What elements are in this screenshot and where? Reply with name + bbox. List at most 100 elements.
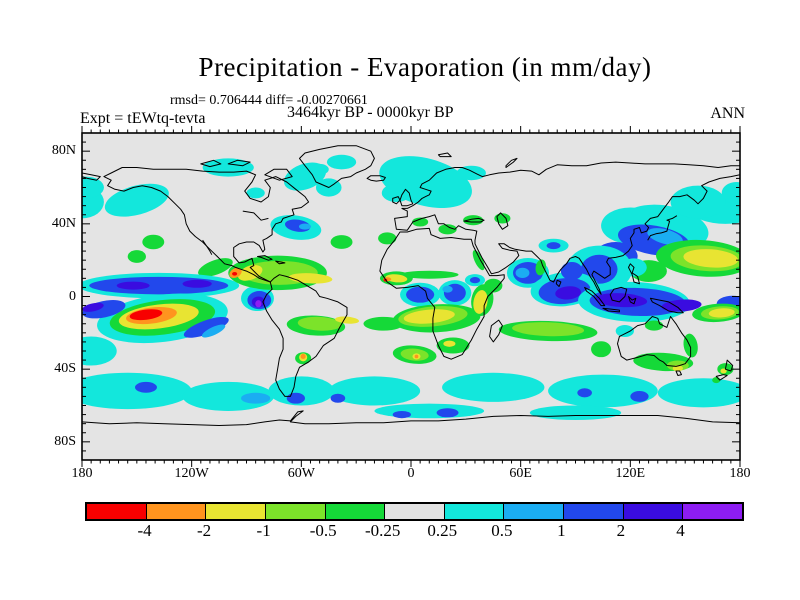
coastline-north-america <box>103 167 310 283</box>
colorbar <box>85 502 744 521</box>
coastline-java <box>602 307 620 313</box>
coastline-svalbard <box>437 152 452 158</box>
anomaly-blob-cyan <box>670 185 726 219</box>
coastline-arctic-island-2 <box>200 159 222 168</box>
anomaly-blob-yellow <box>443 340 456 347</box>
coastline-greenland <box>299 145 375 188</box>
colorbar-segment-5 <box>384 504 444 519</box>
colorbar-label--0.5: -0.5 <box>309 521 337 540</box>
anomaly-blob-green <box>127 250 146 263</box>
anomaly-blob-indigo <box>82 302 104 312</box>
anomaly-blob-yellow <box>403 309 455 324</box>
coastline-caspian-sea <box>496 212 509 230</box>
anomaly-blob-sky <box>647 228 683 246</box>
colorbar-segment-1 <box>145 504 206 519</box>
anomaly-blob-sky <box>201 324 226 338</box>
coastline-sumatra <box>584 286 606 307</box>
x-tick-label-2-60W: 60W <box>287 466 315 481</box>
coastline-madagascar <box>489 319 503 343</box>
colorbar-label-0.5: 0.5 <box>491 521 513 540</box>
anomaly-blob-cyan <box>657 378 740 408</box>
coastline-eurasia <box>394 161 740 295</box>
anomaly-blob-red <box>129 309 163 321</box>
anomaly-blob-cyan <box>442 372 545 402</box>
anomaly-blob-green <box>472 250 485 271</box>
map-plot-area <box>81 126 741 467</box>
anomaly-blob-blue <box>436 408 459 418</box>
coastline-chukotka <box>82 172 101 181</box>
anomaly-blob-orange <box>300 353 306 359</box>
colorbar-label--0.25: -0.25 <box>365 521 401 540</box>
anomaly-blob-cyan <box>246 187 265 199</box>
anomaly-blob-green <box>591 341 612 358</box>
anomaly-blob-green <box>535 259 546 276</box>
anomaly-blob-cyan <box>721 182 740 204</box>
x-tick-label-6-180: 180 <box>729 466 751 481</box>
coastline-baja <box>202 239 213 255</box>
coastline-borneo <box>609 286 628 303</box>
x-tick-label-5-120E: 120E <box>615 466 646 481</box>
colorbar-segment-2 <box>205 504 265 519</box>
coastline-baffin-island <box>264 168 293 181</box>
anomaly-blob-cyan <box>326 154 357 170</box>
axis-ticks <box>81 126 741 467</box>
colorbar-label-1: 1 <box>557 521 566 540</box>
anomaly-blob-cyan <box>548 374 658 408</box>
season-label: ANN <box>710 105 745 122</box>
coastline-ireland <box>392 196 401 205</box>
period-line: 3464kyr BP - 0000kyr BP <box>287 104 454 121</box>
anomaly-blob-cyan <box>615 325 634 338</box>
anomaly-blob-green <box>400 270 459 279</box>
colorbar-label-0.25: 0.25 <box>427 521 458 540</box>
colorbar-segment-0 <box>87 504 146 519</box>
coastline-great-lakes <box>242 210 269 221</box>
anomaly-blob-green <box>330 235 353 249</box>
colorbar-label--4: -4 <box>137 521 152 540</box>
anomaly-blob-yellow <box>683 249 739 268</box>
x-tick-label-1-120W: 120W <box>174 466 209 481</box>
coastline-sri-lanka <box>555 279 562 287</box>
colorbar-segment-10 <box>682 504 743 519</box>
anomaly-blob-cyan <box>529 405 622 421</box>
anomaly-blob-yellow <box>708 308 735 318</box>
anomaly-blob-sky <box>298 223 312 230</box>
anomaly-blob-yellow <box>335 316 360 324</box>
colorbar-segment-3 <box>264 504 325 519</box>
anomaly-blob-red <box>232 271 238 276</box>
anomaly-blob-green <box>412 217 429 227</box>
coastline-black-sea <box>463 217 485 223</box>
anomaly-blob-sky <box>241 392 271 404</box>
coastline-africa <box>379 227 505 360</box>
anomaly-blob-indigo <box>661 299 702 312</box>
anomaly-blob-blue <box>469 277 481 284</box>
anomaly-blob-cyan <box>104 183 169 217</box>
anomaly-blob-cyan <box>381 183 411 203</box>
colorbar-segment-6 <box>443 504 504 519</box>
coastline-sulawesi <box>628 296 637 305</box>
anomaly-blob-ygreen <box>512 322 585 337</box>
anomaly-blob-sky <box>442 285 453 293</box>
colorbar-label--2: -2 <box>196 521 212 540</box>
anomaly-blob-green <box>484 278 503 293</box>
anomaly-blob-indigo <box>555 286 582 300</box>
anomaly-blob-cyan <box>456 165 486 181</box>
anomaly-blob-blue <box>560 261 583 281</box>
anomaly-blob-cyan <box>268 376 335 406</box>
colorbar-segment-7 <box>503 504 564 519</box>
anomaly-blob-green <box>142 234 165 250</box>
anomaly-blob-yellow <box>720 368 727 374</box>
colorbar-segment-4 <box>324 504 385 519</box>
coastline-britain <box>399 188 414 207</box>
world-map <box>81 126 741 467</box>
coastline-australia <box>617 316 692 367</box>
x-tick-label-3-0: 0 <box>407 466 415 481</box>
anomaly-blob-blue <box>577 388 592 398</box>
anomaly-blob-cyan <box>310 163 329 175</box>
coastline-antarctica <box>82 410 740 426</box>
anomaly-blob-blue <box>286 392 305 404</box>
anomaly-blob-cyan <box>374 403 485 419</box>
anomaly-blob-green <box>378 232 397 245</box>
coastline-tasmania <box>675 370 682 376</box>
coastline-arctic-island-1 <box>227 159 251 167</box>
anomaly-blob-cyan <box>82 336 117 366</box>
